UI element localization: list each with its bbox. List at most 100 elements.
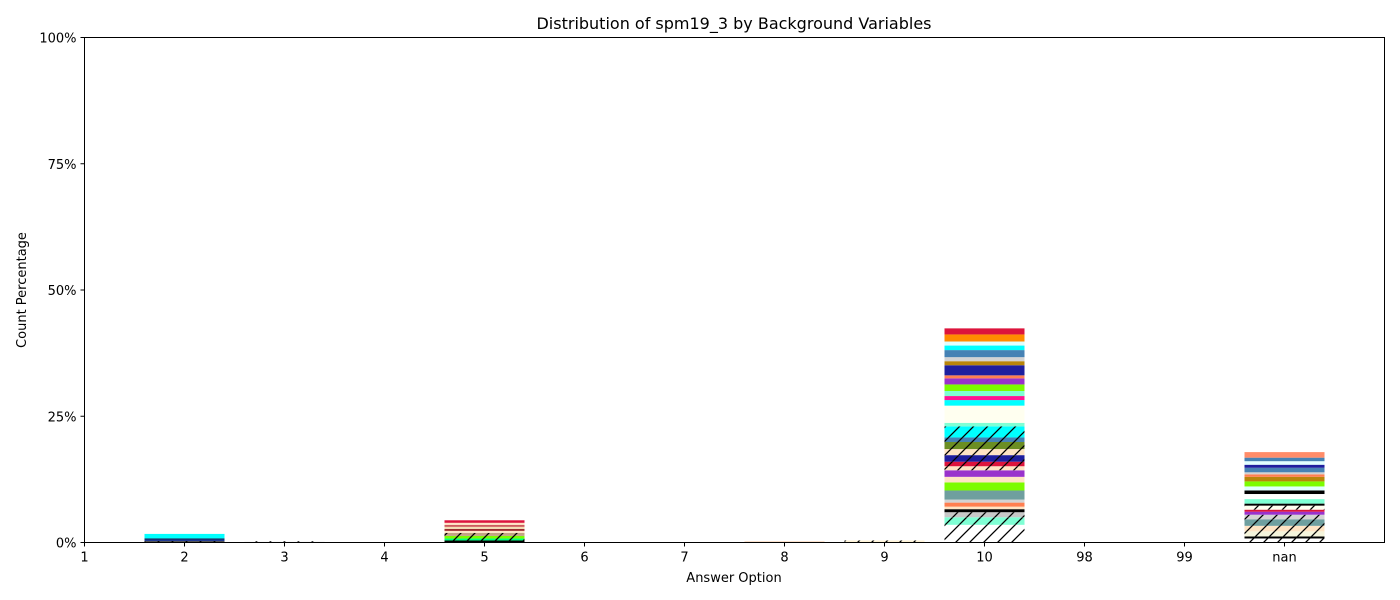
- bar-segment-hatch: [944, 437, 1025, 443]
- x-tick-label: 10: [976, 551, 993, 566]
- bar-segment-hatch: [1244, 538, 1325, 543]
- bar-segment: [1244, 486, 1325, 491]
- bar-segment: [1244, 457, 1325, 462]
- bar-segment-hatch: [944, 426, 1025, 438]
- bar-stack-10: [944, 328, 1025, 543]
- bar-segment: [444, 528, 525, 531]
- bar-segment-hatch: [944, 466, 1025, 471]
- bar-segment-hatch: [444, 538, 525, 541]
- bar-segment-hatch: [1244, 536, 1325, 539]
- bar-segment: [944, 365, 1025, 376]
- bar-segment-hatch: [1244, 514, 1325, 520]
- y-tick-label: 100%: [39, 32, 76, 47]
- bar-segment: [444, 530, 525, 533]
- bar-segment: [1244, 481, 1325, 487]
- bar-segment-hatch: [444, 532, 525, 536]
- y-tick-label: 25%: [48, 410, 77, 425]
- bar-segment: [944, 509, 1025, 513]
- bar-stack-8: [744, 541, 825, 543]
- bar-segment: [944, 405, 1025, 423]
- bar-segment: [144, 538, 225, 540]
- bar-segment: [944, 345, 1025, 351]
- bar-segment-hatch: [844, 540, 925, 543]
- chart-title: Distribution of spm19_3 by Background Va…: [536, 14, 931, 34]
- bar-segment: [944, 350, 1025, 358]
- bar-segment: [944, 499, 1025, 503]
- bar-stack-2: [144, 533, 225, 543]
- bar-segment: [1244, 490, 1325, 495]
- bar-segment: [444, 524, 525, 527]
- bar-segment: [444, 522, 525, 525]
- bar-segment: [944, 384, 1025, 391]
- bar-segment: [144, 539, 225, 541]
- x-axis-title: Answer Option: [686, 571, 781, 586]
- bar-segment: [1244, 464, 1325, 468]
- bar-segment: [944, 361, 1025, 366]
- bar-segment: [944, 357, 1025, 362]
- bar-segment: [944, 328, 1025, 335]
- y-axis-title: Count Percentage: [15, 232, 30, 348]
- x-tick-label: 1: [80, 551, 88, 566]
- bar-segment: [944, 470, 1025, 477]
- bar-segment: [1244, 499, 1325, 504]
- bar-segment: [944, 391, 1025, 397]
- y-tick-label: 0%: [56, 537, 77, 552]
- bar-stack-nan: [1244, 452, 1325, 543]
- bar-segment: [1244, 452, 1325, 458]
- bars-layer: [144, 328, 1325, 543]
- x-tick-label: 7: [680, 551, 688, 566]
- bar-segment: [444, 520, 525, 523]
- bar-segment-hatch: [1244, 505, 1325, 510]
- bar-segment: [944, 375, 1025, 379]
- bar-segment-hatch: [1244, 531, 1325, 537]
- bar-segment: [1244, 511, 1325, 515]
- bar-segment-hatch: [944, 442, 1025, 450]
- bar-segment-hatch: [944, 512, 1025, 518]
- bar-segment-hatch: [944, 517, 1025, 525]
- bar-segment-hatch: [1244, 519, 1325, 526]
- bar-stack-9: [844, 540, 925, 543]
- x-tick-label: 98: [1076, 551, 1093, 566]
- y-tick-label: 75%: [48, 158, 77, 173]
- plot-frame: [84, 37, 1385, 543]
- bar-stack-5: [444, 520, 525, 543]
- bar-segment: [1244, 461, 1325, 465]
- bar-segment: [944, 378, 1025, 385]
- y-tick-label: 50%: [48, 284, 77, 299]
- bar-segment: [944, 396, 1025, 401]
- x-tick-label: nan: [1272, 551, 1296, 566]
- bar-segment: [944, 476, 1025, 483]
- x-tick-label: 9: [880, 551, 888, 566]
- bar-segment: [944, 502, 1025, 507]
- x-axis-ticks: 1 2 3 4 5 6 7 8 9 10 98 99 nan: [80, 542, 1297, 566]
- bar-segment: [1244, 472, 1325, 475]
- bar-stack-3: [244, 541, 325, 543]
- x-tick-label: 99: [1176, 551, 1193, 566]
- bar-segment: [744, 541, 825, 543]
- bar-segment: [1244, 467, 1325, 473]
- x-tick-label: 5: [480, 551, 488, 566]
- bar-segment: [1244, 474, 1325, 477]
- bar-segment-hatch: [444, 535, 525, 539]
- x-tick-label: 6: [580, 551, 588, 566]
- bar-segment-hatch: [944, 524, 1025, 543]
- bar-segment: [944, 334, 1025, 342]
- bar-segment: [944, 400, 1025, 406]
- bar-segment-hatch: [144, 540, 225, 543]
- bar-segment-hatch: [444, 540, 525, 543]
- bar-segment: [944, 422, 1025, 427]
- x-tick-label: 8: [780, 551, 788, 566]
- bar-segment: [444, 526, 525, 529]
- x-tick-label: 3: [280, 551, 288, 566]
- y-axis-ticks: 0% 25% 50% 75% 100%: [39, 32, 85, 552]
- bar-segment: [144, 533, 225, 539]
- bar-segment-hatch: [944, 461, 1025, 467]
- bar-segment-hatch: [944, 455, 1025, 462]
- bar-segment: [1244, 476, 1325, 482]
- bar-segment-hatch: [944, 449, 1025, 456]
- x-tick-label: 4: [380, 551, 388, 566]
- bar-segment-hatch: [244, 541, 325, 543]
- bar-segment-hatch: [1244, 525, 1325, 532]
